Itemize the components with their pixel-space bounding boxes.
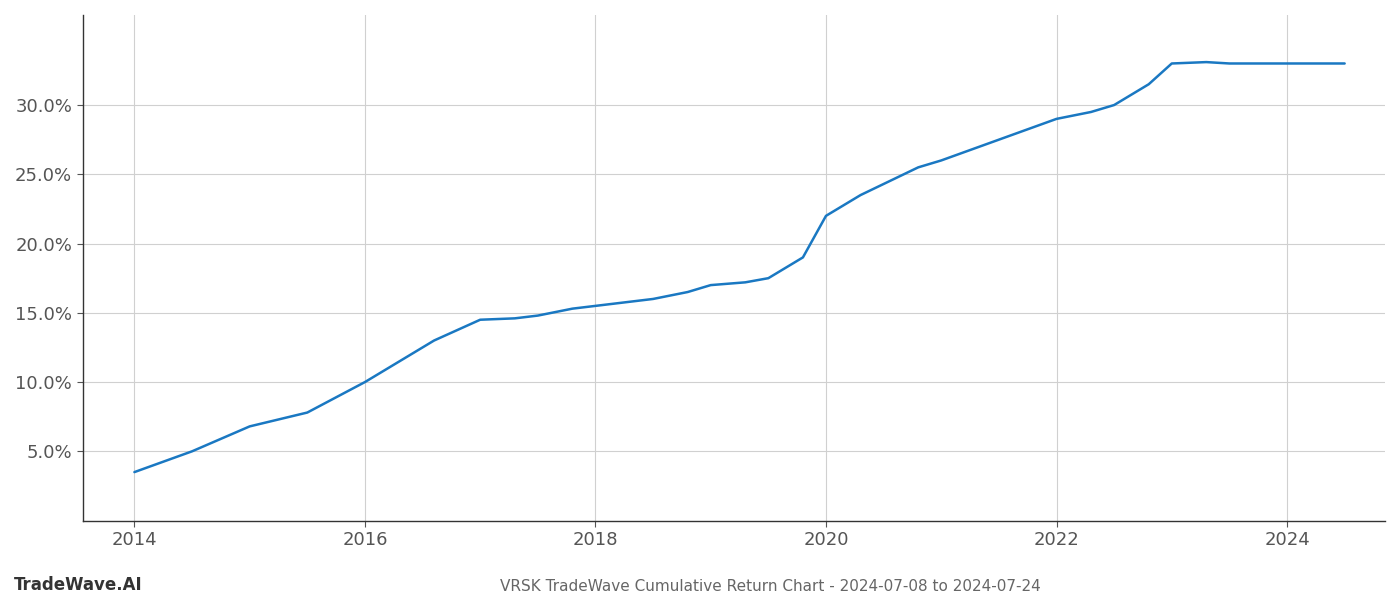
Text: VRSK TradeWave Cumulative Return Chart - 2024-07-08 to 2024-07-24: VRSK TradeWave Cumulative Return Chart -… (500, 579, 1040, 594)
Text: TradeWave.AI: TradeWave.AI (14, 576, 143, 594)
